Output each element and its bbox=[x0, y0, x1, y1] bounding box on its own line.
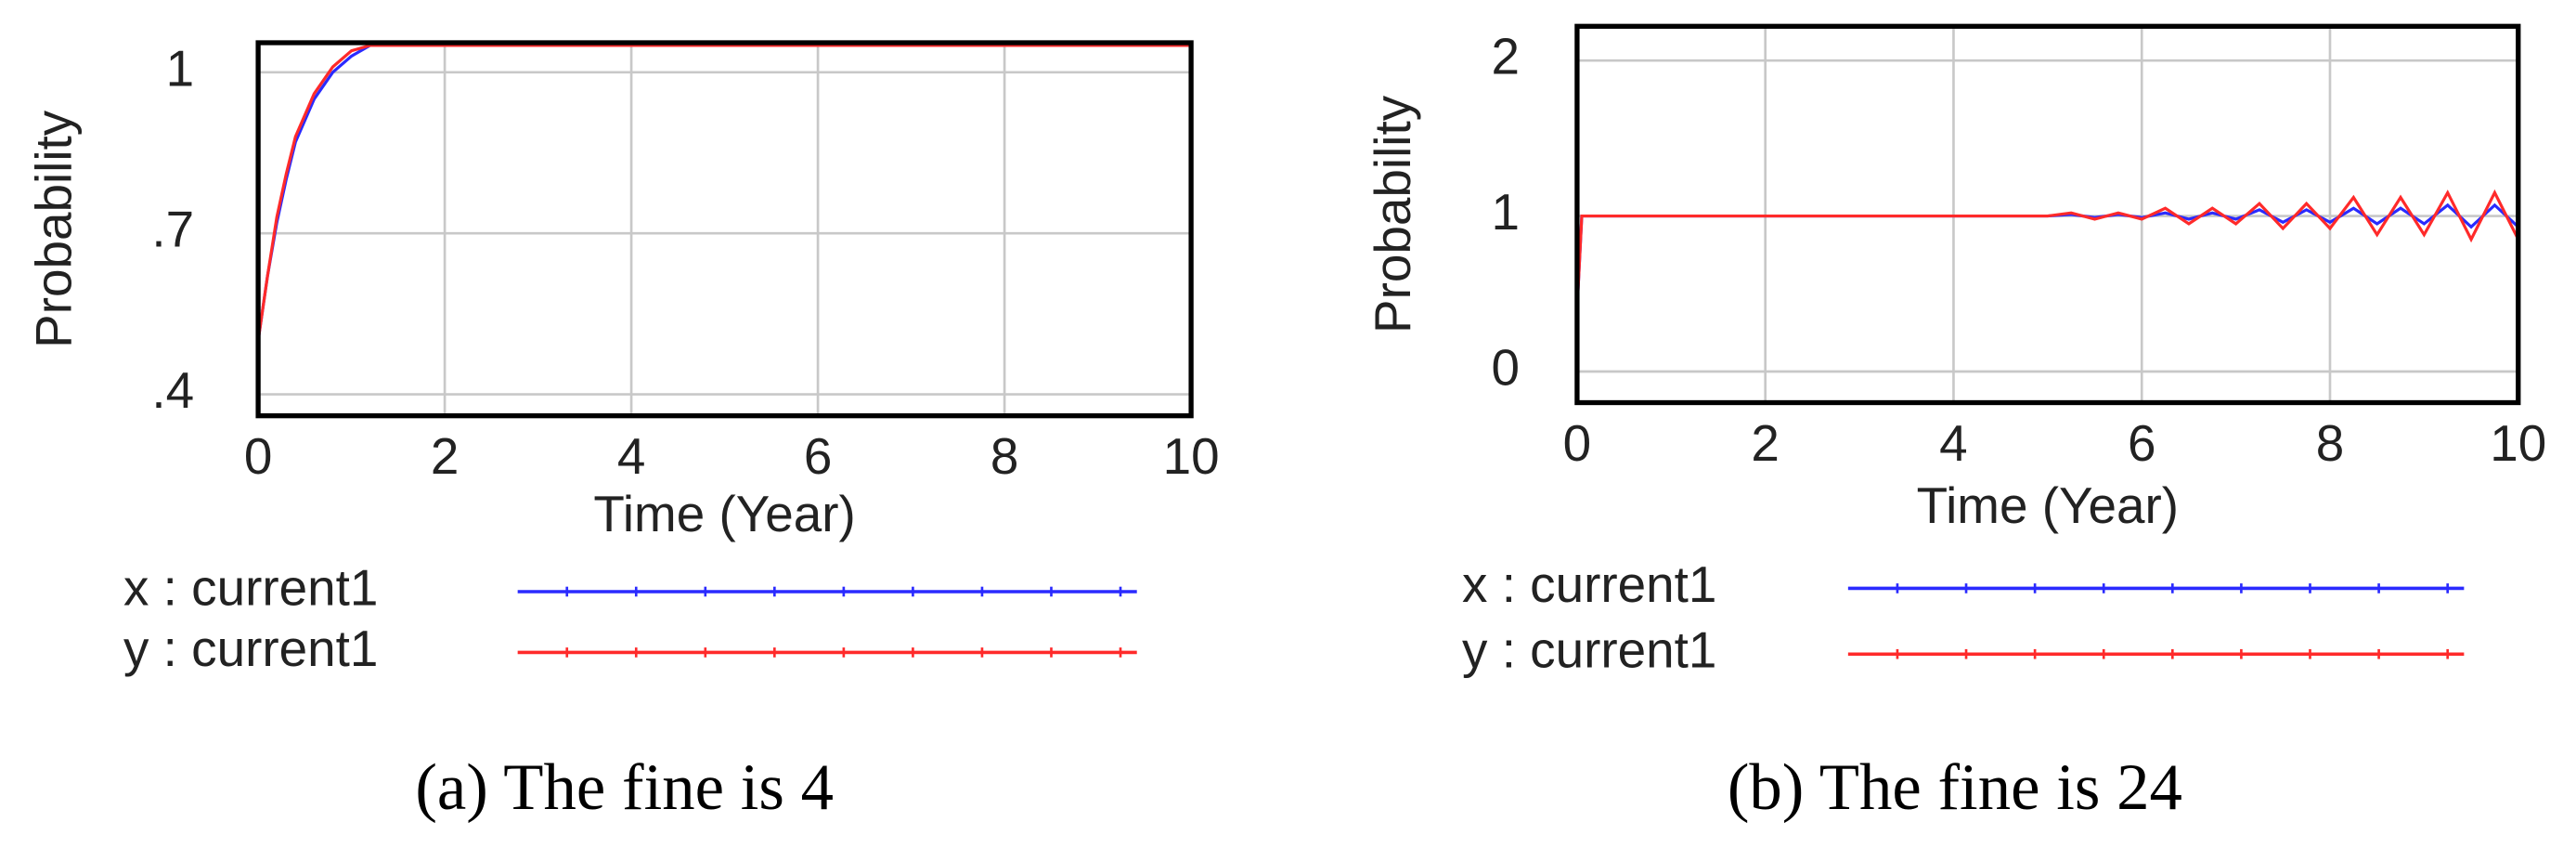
plot-frame bbox=[1574, 23, 2521, 406]
x-tick-label: 4 bbox=[617, 427, 646, 485]
y-axis-title: Probability bbox=[1364, 95, 1421, 333]
x-tick-label: 8 bbox=[990, 427, 1019, 485]
x-tick-label: 6 bbox=[804, 427, 833, 485]
series-line bbox=[1575, 202, 2519, 310]
legend-label: x : current1 bbox=[123, 558, 378, 616]
x-tick-label: 10 bbox=[1163, 427, 1220, 485]
y-tick-label: 1 bbox=[166, 39, 195, 97]
legend-label: y : current1 bbox=[1462, 621, 1716, 679]
y-tick-label: 1 bbox=[1491, 183, 1520, 241]
legend-label: y : current1 bbox=[123, 620, 378, 677]
x-tick-label: 8 bbox=[2316, 414, 2345, 472]
y-tick-label: .7 bbox=[151, 201, 194, 258]
series-line bbox=[256, 44, 1192, 341]
x-tick-label: 10 bbox=[2490, 414, 2546, 472]
y-tick-label: 0 bbox=[1491, 338, 1520, 396]
x-tick-label: 4 bbox=[1939, 414, 1968, 472]
y-tick-label: .4 bbox=[151, 361, 194, 419]
y-axis-title: Probability bbox=[25, 110, 83, 348]
x-tick-label: 0 bbox=[244, 427, 273, 485]
x-tick-label: 2 bbox=[431, 427, 460, 485]
x-axis-title: Time (Year) bbox=[1917, 476, 2179, 534]
x-axis-title: Time (Year) bbox=[593, 485, 855, 542]
x-tick-label: 0 bbox=[1563, 414, 1592, 472]
plot-frame bbox=[255, 40, 1194, 419]
panel: 0 2 4 6 8 10 0 1 2 x : current1 y : current1 Probab… bbox=[1364, 23, 2546, 824]
caption: (b) The fine is 24 bbox=[1728, 751, 2182, 824]
x-tick-label: 6 bbox=[2128, 414, 2156, 472]
x-tick-label: 2 bbox=[1751, 414, 1780, 472]
series-line bbox=[256, 44, 1192, 341]
legend-label: x : current1 bbox=[1462, 555, 1716, 613]
caption: (a) The fine is 4 bbox=[415, 751, 834, 824]
y-tick-label: 2 bbox=[1491, 28, 1520, 85]
series-line bbox=[1575, 189, 2520, 310]
